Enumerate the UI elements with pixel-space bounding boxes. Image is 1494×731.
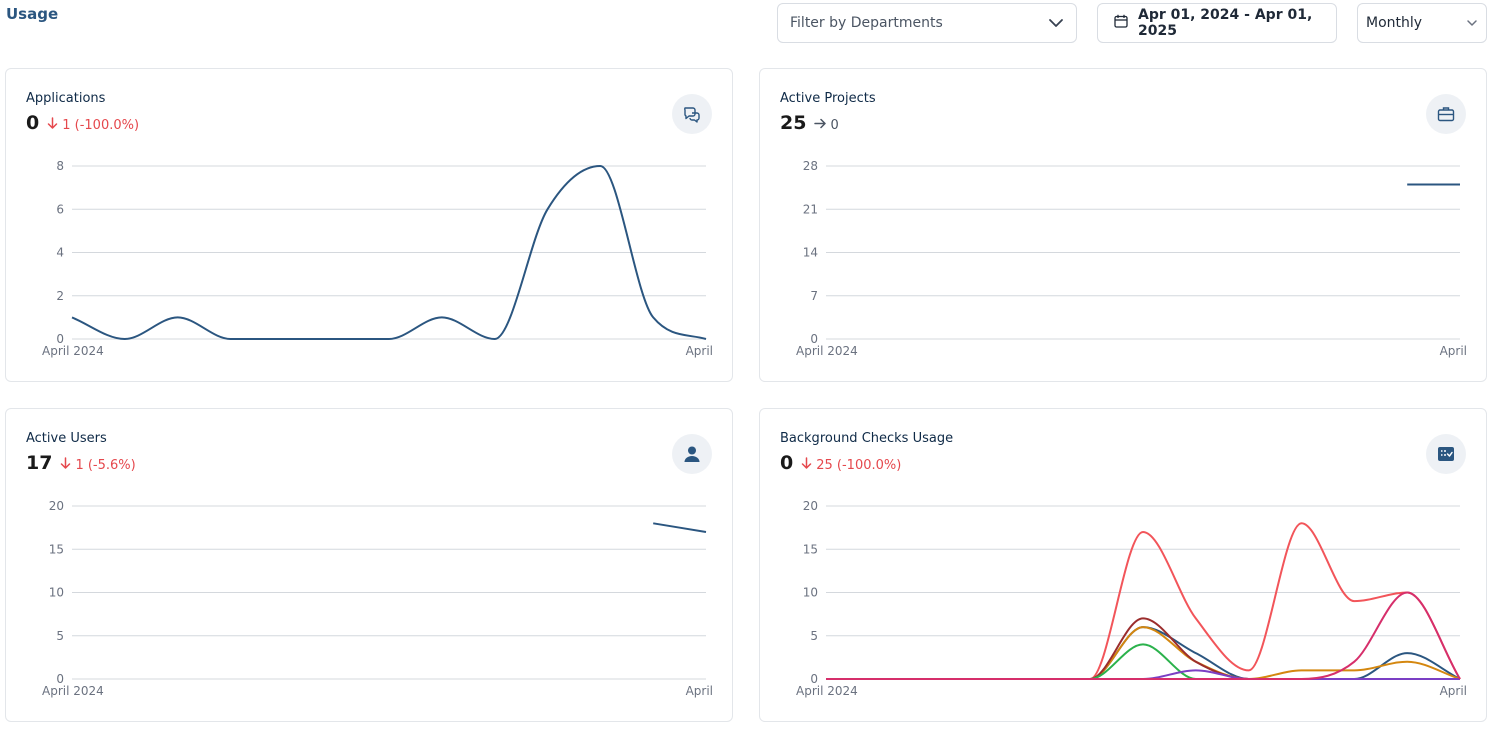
card-title: Active Users [26, 431, 107, 446]
card-stats: 0 25 (-100.0%) [780, 452, 901, 474]
x-tick-label: April 2024 [796, 684, 858, 698]
series-line [826, 669, 1460, 680]
y-tick-label: 15 [803, 542, 818, 556]
stat-change: 0 [814, 118, 839, 133]
active-users-card: Active Users 17 1 (-5.6%) 0 5 10 15 20 April … [5, 408, 733, 722]
stat-change: 1 (-5.6%) [60, 457, 136, 473]
active-users-chart: 0 5 10 15 20 April 2024 April [42, 499, 713, 698]
department-filter-placeholder: Filter by Departments [790, 15, 943, 31]
department-filter-select[interactable]: Filter by Departments [777, 3, 1077, 43]
y-tick-label: 8 [56, 159, 64, 173]
user-icon[interactable] [672, 434, 712, 474]
card-title: Applications [26, 91, 106, 106]
y-tick-label: 5 [810, 629, 818, 643]
calendar-icon [1114, 14, 1128, 32]
chevron-down-icon [1466, 17, 1478, 29]
y-tick-label: 6 [56, 202, 64, 216]
stat-value: 0 [780, 452, 794, 474]
chevron-down-icon [1048, 15, 1064, 31]
y-tick-label: 14 [803, 246, 818, 260]
active-projects-card: Active Projects 25 0 0 7 14 21 28 April 2024 A… [759, 68, 1487, 382]
series-line [826, 626, 1461, 680]
card-title: Background Checks Usage [780, 431, 954, 446]
y-tick-label: 0 [56, 672, 64, 686]
stat-change-text: 25 (-100.0%) [816, 457, 902, 473]
x-tick-label: April [686, 684, 713, 698]
card-stats: 25 0 [780, 112, 839, 134]
y-tick-label: 5 [56, 629, 64, 643]
series-line [71, 165, 707, 340]
stat-change: 25 (-100.0%) [801, 457, 901, 473]
x-tick-label: April 2024 [42, 344, 104, 358]
y-tick-label: 0 [56, 332, 64, 346]
period-select[interactable]: Monthly [1357, 3, 1487, 43]
background-checks-chart: 0 5 10 15 20 April 2024 April [796, 499, 1467, 698]
active-projects-chart: 0 7 14 21 28 April 2024 April [796, 159, 1467, 358]
series-line [653, 522, 707, 533]
y-tick-label: 4 [56, 246, 64, 260]
stat-change: 1 (-100.0%) [47, 117, 139, 133]
stat-change-text: 1 (-100.0%) [62, 117, 140, 133]
x-tick-label: April 2024 [796, 344, 858, 358]
y-tick-label: 28 [803, 159, 818, 173]
y-tick-label: 15 [49, 542, 64, 556]
series-line [826, 591, 1461, 680]
applications-card: Applications 0 1 (-100.0%) 0 2 4 6 8 April 20… [5, 68, 733, 382]
period-label: Monthly [1366, 15, 1423, 31]
briefcase-icon[interactable] [1426, 94, 1466, 134]
card-stats: 17 1 (-5.6%) [26, 452, 136, 474]
chat-bubbles-icon[interactable] [672, 94, 712, 134]
y-tick-label: 20 [803, 499, 818, 513]
y-tick-label: 21 [803, 202, 818, 216]
checklist-icon[interactable] [1426, 434, 1466, 474]
stat-value: 0 [26, 112, 40, 134]
arrow-right-icon [814, 118, 827, 133]
y-tick-label: 7 [810, 289, 818, 303]
y-tick-label: 2 [56, 289, 64, 303]
arrow-down-icon [60, 457, 71, 473]
y-tick-label: 0 [810, 672, 818, 686]
arrow-down-icon [47, 117, 58, 133]
card-stats: 0 1 (-100.0%) [26, 112, 139, 134]
y-tick-label: 0 [810, 332, 818, 346]
stat-value: 25 [780, 112, 807, 134]
date-range-picker[interactable]: Apr 01, 2024 - Apr 01, 2025 [1097, 3, 1337, 43]
y-tick-label: 10 [49, 586, 64, 600]
stat-change-text: 0 [830, 118, 839, 133]
x-tick-label: April [1440, 684, 1467, 698]
applications-chart: 0 2 4 6 8 April 2024 April [42, 159, 713, 358]
background-checks-card: Background Checks Usage 0 25 (-100.0%) 0… [759, 408, 1487, 722]
x-tick-label: April 2024 [42, 684, 104, 698]
arrow-down-icon [801, 457, 812, 473]
page-title: Usage [6, 5, 59, 23]
stat-value: 17 [26, 452, 53, 474]
x-tick-label: April [686, 344, 713, 358]
series-line [826, 626, 1461, 680]
series-line [826, 522, 1461, 680]
y-tick-label: 10 [803, 586, 818, 600]
stat-change-text: 1 (-5.6%) [75, 457, 136, 473]
card-title: Active Projects [780, 91, 876, 106]
date-range-label: Apr 01, 2024 - Apr 01, 2025 [1138, 7, 1313, 39]
y-tick-label: 20 [49, 499, 64, 513]
x-tick-label: April [1440, 344, 1467, 358]
